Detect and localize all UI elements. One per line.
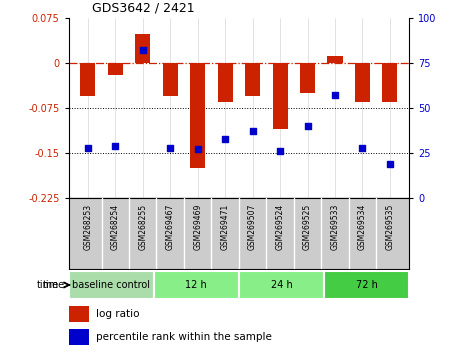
Point xyxy=(84,145,92,150)
Text: GSM269469: GSM269469 xyxy=(193,204,202,250)
Text: GSM268255: GSM268255 xyxy=(138,204,147,250)
Text: baseline control: baseline control xyxy=(72,280,150,290)
Bar xyxy=(327,56,342,63)
Bar xyxy=(135,34,150,63)
Bar xyxy=(80,63,96,96)
FancyBboxPatch shape xyxy=(69,271,154,299)
FancyBboxPatch shape xyxy=(239,271,324,299)
Bar xyxy=(300,63,315,93)
Text: percentile rank within the sample: percentile rank within the sample xyxy=(96,332,272,342)
Text: time: time xyxy=(43,280,65,290)
Text: 24 h: 24 h xyxy=(271,280,292,290)
FancyBboxPatch shape xyxy=(154,271,239,299)
Text: 72 h: 72 h xyxy=(356,280,377,290)
Bar xyxy=(163,63,178,96)
Bar xyxy=(245,63,260,96)
Bar xyxy=(69,329,89,345)
Point xyxy=(276,148,284,154)
Text: log ratio: log ratio xyxy=(96,309,140,319)
Bar xyxy=(218,63,233,102)
Text: GSM269467: GSM269467 xyxy=(166,204,175,250)
Text: GSM268253: GSM268253 xyxy=(83,204,92,250)
Point xyxy=(331,92,339,98)
Point xyxy=(249,129,256,134)
Bar xyxy=(108,63,123,75)
Text: GSM269534: GSM269534 xyxy=(358,204,367,250)
Text: GSM269507: GSM269507 xyxy=(248,204,257,250)
FancyBboxPatch shape xyxy=(324,271,409,299)
Point xyxy=(304,123,311,129)
Bar xyxy=(355,63,370,102)
Point xyxy=(166,145,174,150)
Text: GSM269471: GSM269471 xyxy=(220,204,229,250)
Bar xyxy=(382,63,397,102)
Text: GSM269525: GSM269525 xyxy=(303,204,312,250)
Point xyxy=(139,47,147,53)
Text: GSM269535: GSM269535 xyxy=(385,204,394,250)
Text: GSM268254: GSM268254 xyxy=(111,204,120,250)
Bar xyxy=(190,63,205,168)
Point xyxy=(221,136,229,142)
Text: time: time xyxy=(37,280,59,290)
Text: GSM269533: GSM269533 xyxy=(331,204,340,250)
Text: GSM269524: GSM269524 xyxy=(276,204,285,250)
Text: GDS3642 / 2421: GDS3642 / 2421 xyxy=(92,1,195,14)
Point xyxy=(112,143,119,149)
Bar xyxy=(69,306,89,321)
Point xyxy=(386,161,394,167)
Bar xyxy=(272,63,288,129)
Point xyxy=(359,145,366,150)
Point xyxy=(194,147,201,152)
Text: 12 h: 12 h xyxy=(185,280,207,290)
